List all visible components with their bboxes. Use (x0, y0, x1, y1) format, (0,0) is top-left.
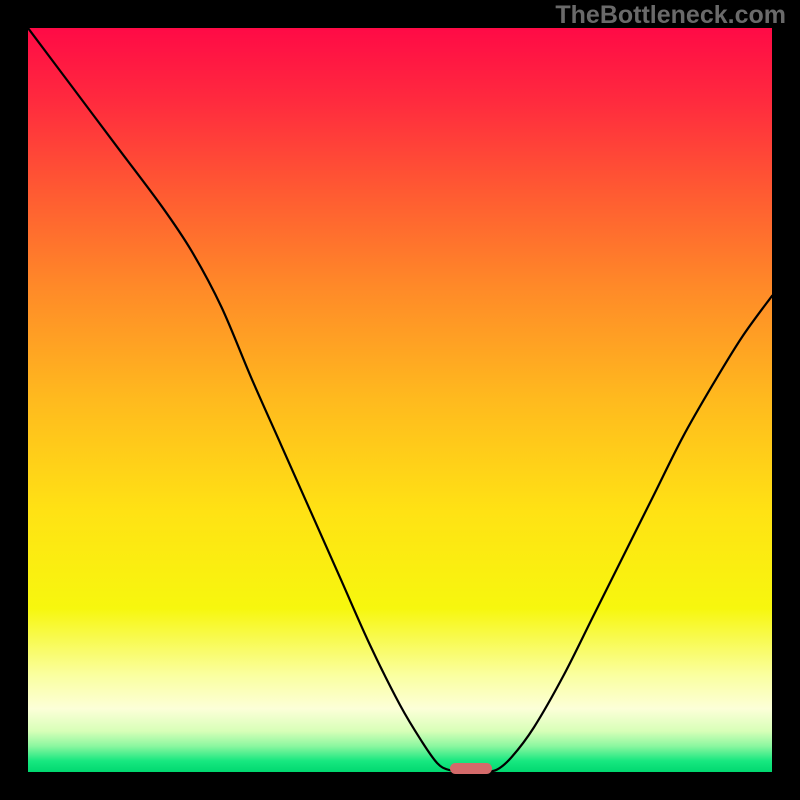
watermark-text: TheBottleneck.com (555, 1, 786, 30)
bottleneck-curve (28, 28, 772, 772)
chart-canvas: TheBottleneck.com (0, 0, 800, 800)
plot-area (28, 28, 772, 772)
optimal-range-marker (450, 763, 492, 774)
